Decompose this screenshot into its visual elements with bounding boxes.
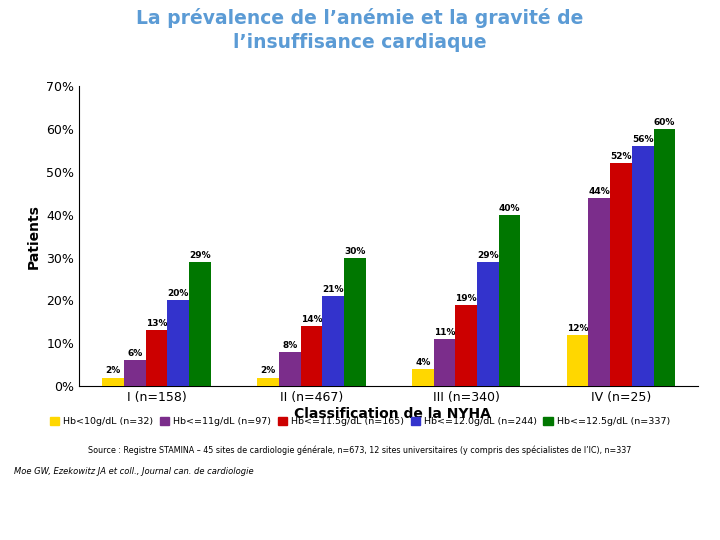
Text: 40%: 40% xyxy=(499,204,521,213)
Text: 21%: 21% xyxy=(323,285,344,294)
Text: 60%: 60% xyxy=(654,118,675,127)
Bar xyxy=(433,339,455,386)
Text: 44%: 44% xyxy=(588,187,611,195)
Bar xyxy=(499,215,521,386)
Bar xyxy=(257,377,279,386)
Text: Classification de la NYHA: Classification de la NYHA xyxy=(294,407,491,421)
Text: La prévalence de l’anémie et la gravité de
l’insuffisance cardiaque: La prévalence de l’anémie et la gravité … xyxy=(136,8,584,52)
Text: Moe GW, Ezekowitz JA et coll., Journal can. de cardiologie: Moe GW, Ezekowitz JA et coll., Journal c… xyxy=(14,467,254,476)
Text: 12%: 12% xyxy=(567,323,588,333)
Bar xyxy=(102,377,124,386)
Text: 4%: 4% xyxy=(415,358,431,367)
Bar xyxy=(145,330,168,386)
Text: 14%: 14% xyxy=(300,315,323,324)
Text: Source : Registre STAMINA – 45 sites de cardiologie générale, n=673, 12 sites un: Source : Registre STAMINA – 45 sites de … xyxy=(89,446,631,455)
Text: 2%: 2% xyxy=(261,367,276,375)
Text: 13%: 13% xyxy=(146,319,167,328)
Text: 11%: 11% xyxy=(433,328,455,337)
Bar xyxy=(455,305,477,386)
Text: Lignes directrices de l’IC: Lignes directrices de l’IC xyxy=(125,507,336,522)
Y-axis label: Patients: Patients xyxy=(27,204,41,269)
Bar xyxy=(300,326,323,386)
Bar xyxy=(279,352,300,386)
Bar xyxy=(588,198,610,386)
Bar xyxy=(477,262,499,386)
Bar xyxy=(124,360,145,386)
Bar xyxy=(654,129,675,386)
Text: 19%: 19% xyxy=(455,294,477,302)
Bar xyxy=(189,262,211,386)
Text: 20%: 20% xyxy=(168,289,189,298)
Bar xyxy=(610,164,632,386)
Text: 52%: 52% xyxy=(611,152,631,161)
Bar xyxy=(323,296,344,386)
Bar xyxy=(168,300,189,386)
Text: 6%: 6% xyxy=(127,349,143,358)
Text: 56%: 56% xyxy=(632,135,654,144)
Text: 29%: 29% xyxy=(189,251,211,260)
Text: 8%: 8% xyxy=(282,341,297,350)
Bar xyxy=(632,146,654,386)
Text: 30%: 30% xyxy=(344,247,366,255)
Text: www.ccs.ca: www.ccs.ca xyxy=(0,508,83,521)
Legend: Hb<10g/dL (n=32), Hb<=11g/dL (n=97), Hb<=11.5g/dL (n=165), Hb<=12.0g/dL (n=244),: Hb<10g/dL (n=32), Hb<=11g/dL (n=97), Hb<… xyxy=(46,413,674,430)
Bar xyxy=(344,258,366,386)
Bar xyxy=(412,369,433,386)
Text: 2%: 2% xyxy=(106,367,121,375)
Bar xyxy=(567,335,588,386)
Text: 29%: 29% xyxy=(477,251,499,260)
